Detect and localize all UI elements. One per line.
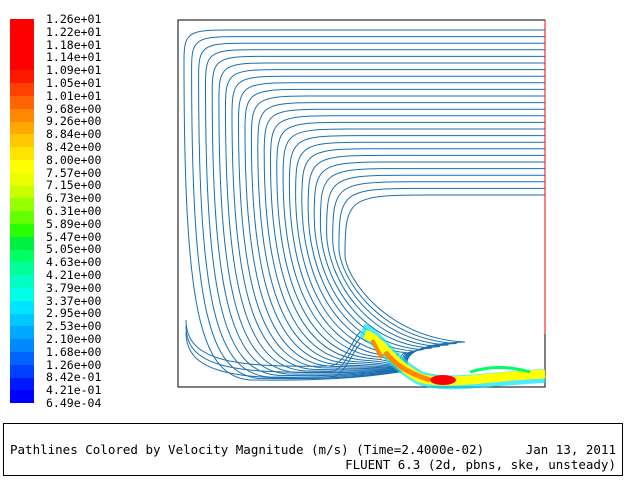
legend-swatch bbox=[10, 57, 34, 71]
legend-tick-label: 1.68e+00 bbox=[46, 344, 102, 359]
legend-tick-label: 4.63e+00 bbox=[46, 255, 102, 270]
legend-swatch bbox=[10, 159, 34, 173]
legend-tick-label: 1.09e+01 bbox=[46, 63, 102, 78]
legend-tick-label: 1.22e+01 bbox=[46, 24, 102, 39]
legend-swatch bbox=[10, 172, 34, 186]
pathline bbox=[244, 88, 546, 379]
legend-swatch bbox=[10, 83, 34, 97]
pathline bbox=[185, 319, 361, 367]
legend-tick-label: 2.95e+00 bbox=[46, 306, 102, 321]
caption-title: Pathlines Colored by Velocity Magnitude … bbox=[10, 442, 485, 457]
pathline bbox=[211, 55, 546, 379]
legend-swatch bbox=[10, 19, 34, 33]
pathline bbox=[257, 102, 546, 379]
legend-tick-label: 6.73e+00 bbox=[46, 191, 102, 206]
legend-swatch bbox=[10, 70, 34, 84]
legend-tick-label: 5.89e+00 bbox=[46, 216, 102, 231]
pathline-plot bbox=[177, 19, 546, 390]
pathline bbox=[326, 174, 546, 378]
legend-swatch bbox=[10, 351, 34, 365]
legend-swatch bbox=[10, 134, 34, 148]
legend-tick-label: 8.42e-01 bbox=[46, 370, 102, 385]
legend-swatch bbox=[10, 287, 34, 301]
legend-swatch bbox=[10, 198, 34, 212]
pathline bbox=[204, 49, 546, 379]
legend-tick-label: 9.26e+00 bbox=[46, 114, 102, 129]
legend-swatch bbox=[10, 326, 34, 340]
legend-swatch bbox=[10, 211, 34, 225]
legend-tick-label: 4.21e+00 bbox=[46, 268, 102, 282]
legend-tick-label: 1.18e+01 bbox=[46, 37, 102, 52]
pathline bbox=[338, 187, 546, 378]
pathline bbox=[218, 62, 546, 379]
legend-swatch bbox=[10, 223, 34, 237]
legend-tick-label: 9.68e+00 bbox=[46, 101, 102, 116]
caption-date: Jan 13, 2011 bbox=[525, 442, 616, 457]
pathline bbox=[282, 128, 546, 379]
colormap-legend: 1.26e+01 1.22e+01 1.18e+01 1.14e+01 1.09e+01… bbox=[10, 13, 130, 409]
legend-swatch bbox=[10, 377, 34, 391]
legend-swatch bbox=[10, 44, 34, 58]
pathline bbox=[185, 325, 361, 373]
legend-swatch bbox=[10, 108, 34, 122]
legend-swatch bbox=[10, 364, 34, 378]
legend-tick-label: 1.05e+01 bbox=[46, 76, 102, 90]
legend-tick-label: 6.31e+00 bbox=[46, 204, 102, 218]
pathline bbox=[250, 95, 546, 379]
legend-swatch bbox=[10, 390, 34, 404]
legend-swatch bbox=[10, 121, 34, 135]
pathline bbox=[295, 141, 546, 378]
legend-swatch bbox=[10, 147, 34, 161]
legend-swatch bbox=[10, 262, 34, 276]
legend-tick-label: 1.14e+01 bbox=[46, 50, 102, 65]
pathline bbox=[332, 181, 546, 378]
legend-tick-label: 3.79e+00 bbox=[46, 280, 102, 295]
legend-swatch bbox=[10, 185, 34, 199]
legend-tick-label: 7.15e+00 bbox=[46, 178, 102, 193]
legend-swatch bbox=[10, 339, 34, 353]
legend-tick-label: 1.26e+00 bbox=[46, 357, 102, 372]
legend-tick-label: 1.01e+01 bbox=[46, 88, 102, 103]
legend-tick-label: 2.53e+00 bbox=[46, 319, 102, 334]
jet-stream bbox=[358, 323, 546, 390]
legend-tick-label: 8.42e+00 bbox=[46, 140, 102, 154]
legend-tick-label: 8.84e+00 bbox=[46, 127, 102, 142]
legend-tick-label: 8.00e+00 bbox=[46, 152, 102, 167]
legend-swatch bbox=[10, 236, 34, 250]
legend-tick-label: 1.26e+01 bbox=[46, 12, 102, 26]
legend-swatch bbox=[10, 275, 34, 289]
legend-tick-label: 5.05e+00 bbox=[46, 242, 102, 257]
legend-tick-label: 4.21e-01 bbox=[46, 383, 102, 398]
legend-tick-label: 7.57e+00 bbox=[46, 165, 102, 180]
caption-box: Pathlines Colored by Velocity Magnitude … bbox=[3, 423, 623, 476]
legend-tick-label: 2.10e+00 bbox=[46, 332, 102, 346]
legend-tick-label: 5.47e+00 bbox=[46, 229, 102, 244]
legend-tick-label: 6.49e-04 bbox=[46, 396, 102, 410]
caption-solver: FLUENT 6.3 (2d, pbns, ske, unsteady) bbox=[345, 457, 616, 472]
legend-swatch bbox=[10, 300, 34, 314]
legend-swatch bbox=[10, 95, 34, 109]
legend-tick-label: 3.37e+00 bbox=[46, 293, 102, 308]
pathline bbox=[185, 331, 361, 379]
legend-swatch bbox=[10, 31, 34, 45]
legend-swatch bbox=[10, 249, 34, 263]
legend-swatch bbox=[10, 313, 34, 327]
